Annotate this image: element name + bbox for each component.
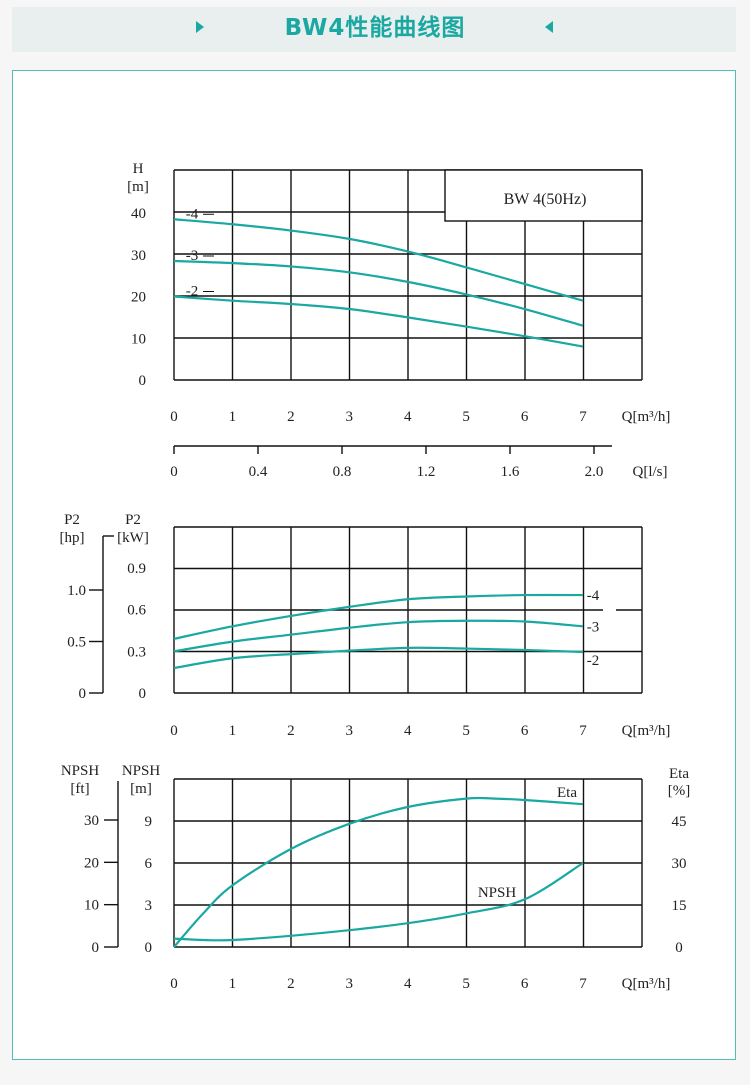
chart3-x-tick-label: 2 xyxy=(287,976,295,992)
chart3-xlabel: Q[m³/h] xyxy=(622,976,671,992)
chart3-npsh-label: NPSH xyxy=(478,885,517,901)
title-bar xyxy=(12,7,736,52)
chart1-y-tick-label: 0 xyxy=(139,373,147,389)
chart3-ft-tick-label: 30 xyxy=(84,813,99,829)
chart2-x-tick-label: 2 xyxy=(287,723,295,739)
chart3-x-tick-label: 5 xyxy=(462,976,470,992)
chart1-series-label: -4 xyxy=(186,206,199,222)
chart2-hp-tick-label: 0 xyxy=(79,686,87,702)
chart3-eta-line xyxy=(173,796,584,948)
chart3-y-tick-label: 9 xyxy=(145,814,153,830)
chart3-x-tick-label: 0 xyxy=(170,976,178,992)
chart1-series-line xyxy=(173,259,584,327)
chart2-series-line xyxy=(173,646,584,670)
chart3-right-tick-label: 30 xyxy=(672,856,687,872)
chart3-right-tick-label: 0 xyxy=(675,940,683,956)
chart1-x-tick-label: 2 xyxy=(287,409,295,425)
chart2-ylabel: P2 xyxy=(125,512,141,528)
right-triangle-icon xyxy=(545,21,553,33)
chart2-ylabel-unit: [kW] xyxy=(117,530,149,546)
chart2-x-tick-label: 5 xyxy=(462,723,470,739)
chart3-ft-label: NPSH xyxy=(61,763,100,779)
chart1-series-label: -3 xyxy=(186,248,199,264)
chart3-x-tick-label: 4 xyxy=(404,976,412,992)
chart3-y-tick-label: 6 xyxy=(145,856,153,872)
chart2-x-tick-label: 0 xyxy=(170,723,178,739)
chart1-y-tick-label: 20 xyxy=(131,290,146,306)
chart2-hp-tick-label: 1.0 xyxy=(67,583,86,599)
chart3-npsh-line xyxy=(173,862,584,942)
chart2-series-line xyxy=(173,593,584,640)
chart3-right-label: Eta xyxy=(669,766,689,782)
chart3-x-tick-label: 1 xyxy=(229,976,237,992)
chart3-x-tick-label: 3 xyxy=(346,976,354,992)
chart3-ft-tick-label: 0 xyxy=(92,940,100,956)
chart1-series-line xyxy=(173,218,584,302)
chart2-series-label: -4 xyxy=(587,588,600,604)
chart1-y-tick-label: 10 xyxy=(131,331,146,347)
chart1-y-tick-label: 40 xyxy=(131,206,146,222)
chart3-ft-tick-label: 10 xyxy=(84,898,99,914)
chart1-x-tick-label: 4 xyxy=(404,409,412,425)
left-triangle-icon xyxy=(196,21,204,33)
chart-panel xyxy=(12,70,736,1060)
chart1-x-tick-label: 3 xyxy=(346,409,354,425)
chart2-x-tick-label: 3 xyxy=(346,723,354,739)
chart1-x2-tick-label: 0 xyxy=(170,464,178,480)
chart3-ft-tick-label: 20 xyxy=(84,855,99,871)
chart2-y-tick-label: 0.3 xyxy=(127,644,146,660)
chart3-ft-unit: [ft] xyxy=(70,781,89,797)
chart2-hp-label: P2 xyxy=(64,512,80,528)
chart3-y-tick-label: 3 xyxy=(145,898,153,914)
chart1-x-tick-label: 5 xyxy=(462,409,470,425)
chart1-ylabel: H xyxy=(133,161,144,177)
chart2-hp-unit: [hp] xyxy=(60,530,85,546)
chart2-x-tick-label: 6 xyxy=(521,723,529,739)
chart1-x-tick-label: 1 xyxy=(229,409,237,425)
chart2-y-tick-label: 0 xyxy=(139,686,147,702)
chart3-right-unit: [%] xyxy=(668,783,691,799)
chart3-x-tick-label: 6 xyxy=(521,976,529,992)
chart1-x2-tick-label: 0.4 xyxy=(249,464,268,480)
chart1-ylabel-unit: [m] xyxy=(127,179,149,195)
chart1-x2-tick-label: 1.6 xyxy=(501,464,520,480)
chart2-series-label: -2 xyxy=(587,653,600,669)
chart2-y-tick-label: 0.9 xyxy=(127,561,146,577)
chart1-x2-tick-label: 2.0 xyxy=(585,464,604,480)
chart1-legend-text: BW 4(50Hz) xyxy=(504,191,587,208)
chart2-series-line xyxy=(173,619,584,653)
chart1-y-tick-label: 30 xyxy=(131,248,146,264)
chart2-x-tick-label: 4 xyxy=(404,723,412,739)
chart3-x-tick-label: 7 xyxy=(579,976,587,992)
chart2-x-tick-label: 7 xyxy=(579,723,587,739)
chart3-y-tick-label: 0 xyxy=(145,940,153,956)
chart1-legend-box xyxy=(444,169,643,222)
chart2-series-label: -3 xyxy=(587,619,600,635)
page-title: BW4性能曲线图 xyxy=(284,15,466,41)
chart1-series-line xyxy=(173,295,584,348)
chart3-ylabel: NPSH xyxy=(122,763,161,779)
chart2-y-tick-label: 0.6 xyxy=(127,603,146,619)
chart3-ylabel-unit: [m] xyxy=(130,781,152,797)
chart1-x-tick-label: 7 xyxy=(579,409,587,425)
chart3-eta-label: Eta xyxy=(557,785,577,801)
chart3-right-tick-label: 15 xyxy=(672,898,687,914)
chart1-xlabel: Q[m³/h] xyxy=(622,409,671,425)
chart1-x2label: Q[l/s] xyxy=(633,464,668,480)
chart2-x-tick-label: 1 xyxy=(229,723,237,739)
chart1-x-tick-label: 6 xyxy=(521,409,529,425)
chart1-x-tick-label: 0 xyxy=(170,409,178,425)
chart3-right-tick-label: 45 xyxy=(672,814,687,830)
chart2-hp-tick-label: 0.5 xyxy=(67,635,86,651)
chart1-x2-tick-label: 0.8 xyxy=(333,464,352,480)
chart1-series-label: -2 xyxy=(186,284,199,300)
chart2-label-gap xyxy=(603,603,616,617)
chart1-x2-tick-label: 1.2 xyxy=(417,464,436,480)
chart2-xlabel: Q[m³/h] xyxy=(622,723,671,739)
